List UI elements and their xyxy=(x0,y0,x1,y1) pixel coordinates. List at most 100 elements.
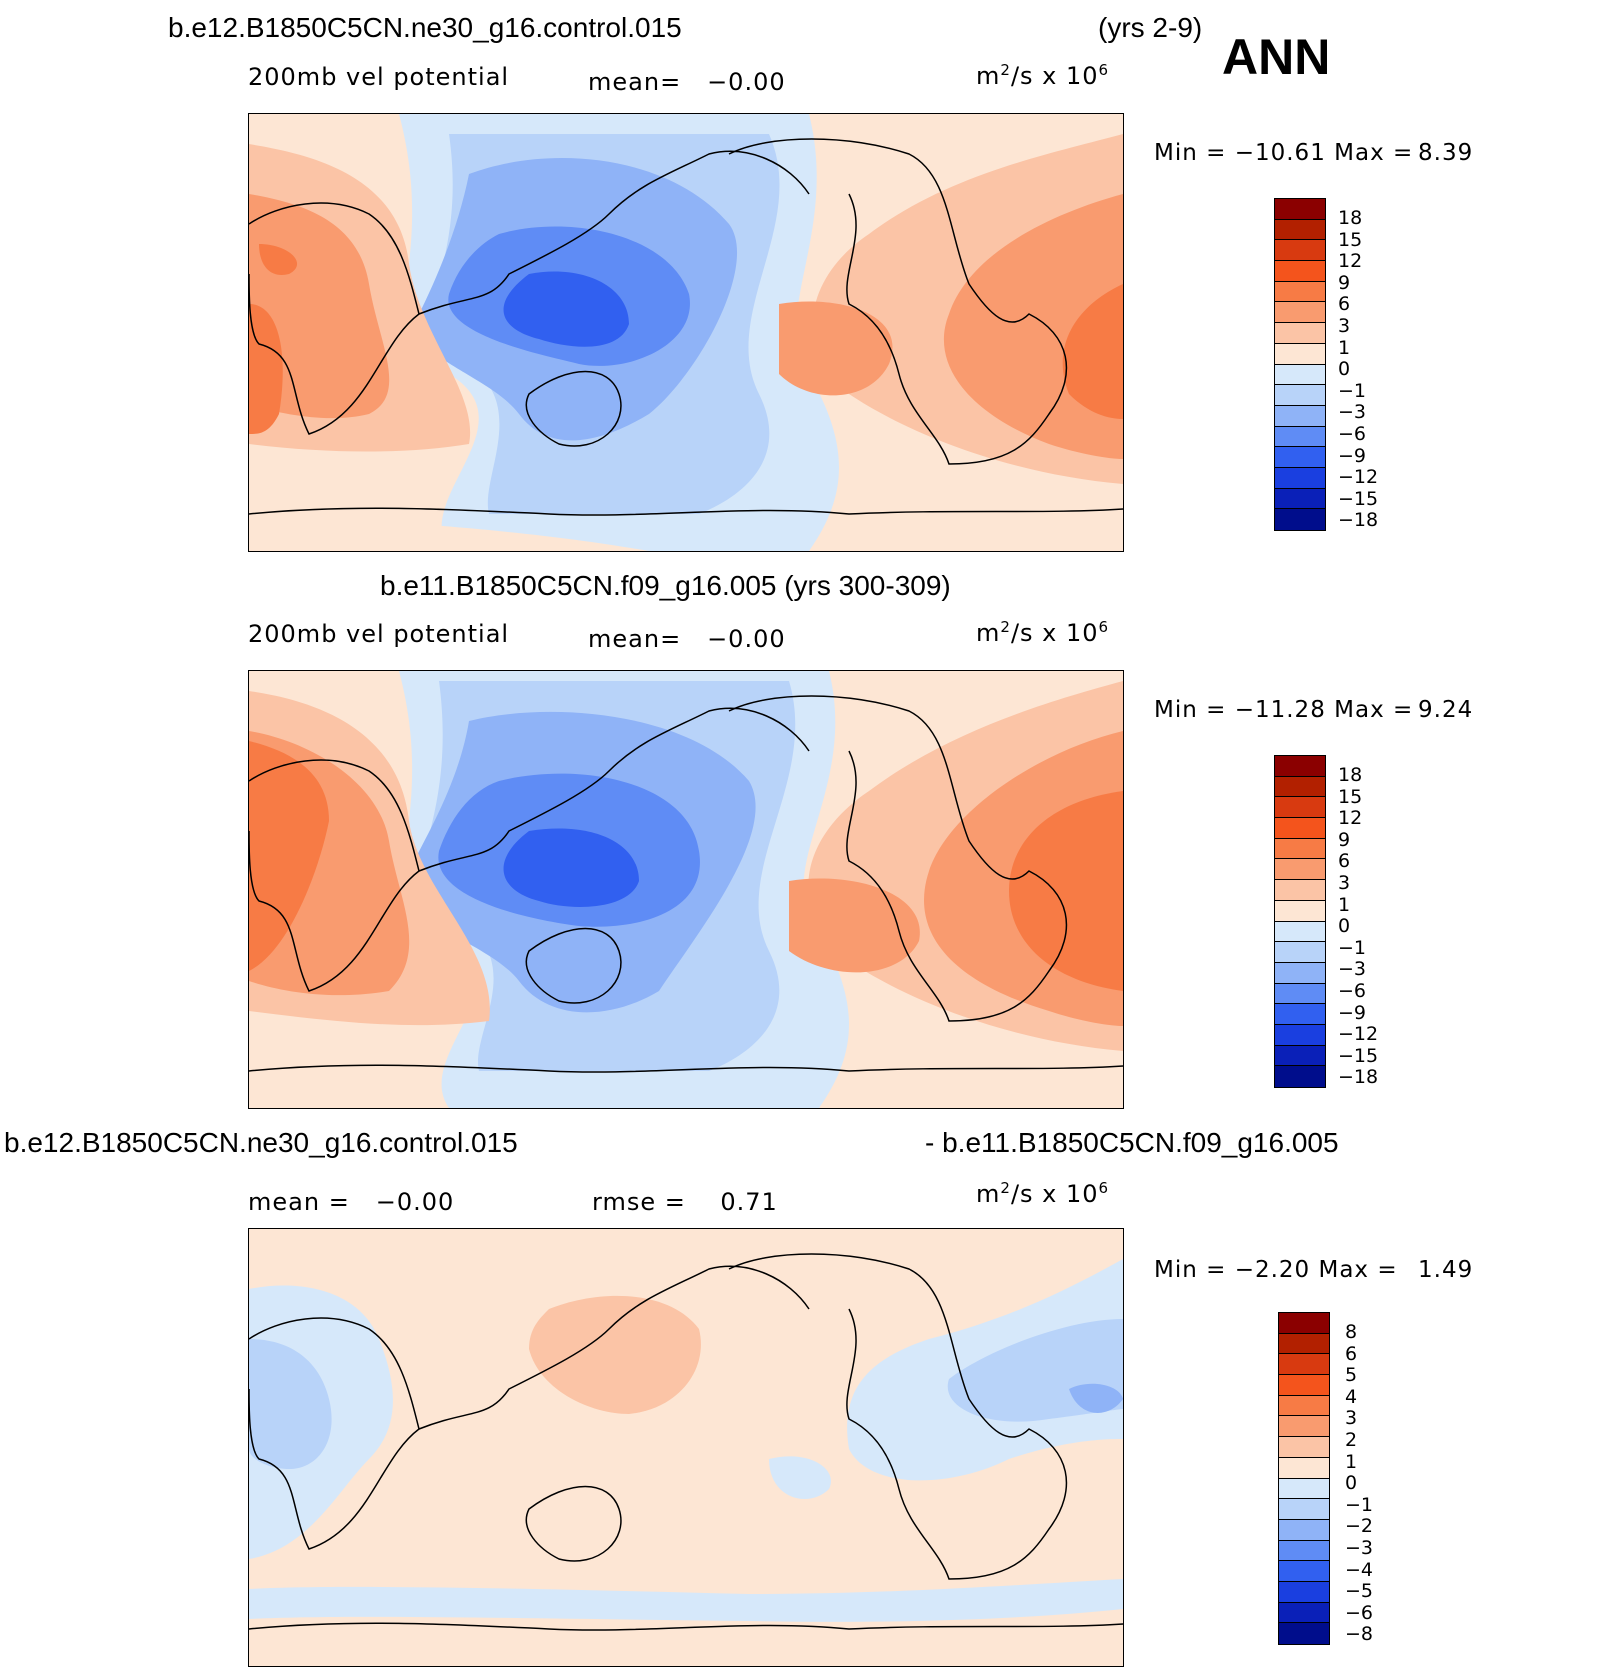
colorbar-box xyxy=(1275,859,1325,881)
panel1-mean-label: mean= xyxy=(588,68,682,96)
colorbar-label: −9 xyxy=(1338,1001,1367,1024)
colorbar-label: 8 xyxy=(1345,1321,1358,1343)
panel2-case-title: b.e11.B1850C5CN.f09_g16.005 (yrs 300-309… xyxy=(380,570,951,601)
units-base: m xyxy=(976,62,1001,90)
units-pow: 6 xyxy=(1098,618,1110,636)
units-exp: 2 xyxy=(1000,61,1011,79)
panel2-minmax: Min = −11.28 Max = xyxy=(1154,697,1413,723)
panel2-colorbar xyxy=(1274,755,1326,1088)
colorbar-label: 2 xyxy=(1345,1428,1358,1451)
colorbar-label: 18 xyxy=(1338,764,1363,786)
panel3-mean-value: −0.00 xyxy=(375,1188,455,1216)
colorbar-box xyxy=(1279,1375,1329,1396)
colorbar-box xyxy=(1279,1457,1329,1479)
colorbar-label: −4 xyxy=(1345,1558,1374,1581)
colorbar-label: 15 xyxy=(1338,228,1363,251)
panel1-colorbar xyxy=(1274,198,1326,531)
colorbar-label: −1 xyxy=(1338,936,1367,959)
colorbar-label: −9 xyxy=(1338,444,1367,467)
colorbar-box xyxy=(1279,1416,1329,1438)
colorbar-box xyxy=(1275,900,1325,922)
panel1-units: m2/s x 106 xyxy=(976,62,1109,90)
units-exp: 2 xyxy=(1000,1179,1011,1197)
colorbar-label: 4 xyxy=(1345,1385,1358,1408)
panel3-map xyxy=(248,1228,1124,1667)
panel3-rmse-value: 0.71 xyxy=(720,1188,778,1216)
colorbar-label: 3 xyxy=(1345,1407,1358,1430)
colorbar-box xyxy=(1279,1478,1329,1500)
colorbar-label: 6 xyxy=(1338,850,1351,873)
panel3-min-label: Min = −2.20 Max = xyxy=(1154,1257,1398,1283)
panel1-mean-value: −0.00 xyxy=(707,68,786,96)
colorbar-box xyxy=(1279,1395,1329,1417)
units-base: m xyxy=(976,1180,1001,1208)
colorbar-box xyxy=(1275,1045,1325,1067)
colorbar-box xyxy=(1275,240,1325,262)
colorbar-box xyxy=(1279,1581,1329,1603)
colorbar-label: 3 xyxy=(1338,871,1351,894)
colorbar-label: −15 xyxy=(1338,1044,1379,1067)
colorbar-box xyxy=(1279,1519,1329,1541)
season-label: ANN xyxy=(1222,29,1331,85)
colorbar-box xyxy=(1275,880,1325,901)
colorbar-box xyxy=(1275,467,1325,489)
colorbar-label: −2 xyxy=(1345,1515,1374,1538)
panel3-mean-label: mean = xyxy=(248,1188,350,1216)
colorbar-label: −1 xyxy=(1345,1493,1374,1516)
panel3-colorbar-labels: 8 6 5 4 3 2 1 0 −1 −2 −3 −4 −5 −6 −8 xyxy=(1345,1321,1374,1646)
colorbar-label: 6 xyxy=(1338,293,1351,316)
panel3-mean: mean = −0.00 xyxy=(248,1188,454,1216)
panel2-colorbar-labels: 18 15 12 9 6 3 1 0 −1 −3 −6 −9 −12 −15 −… xyxy=(1338,764,1379,1089)
colorbar-box xyxy=(1275,921,1325,943)
colorbar-label: −1 xyxy=(1338,379,1367,402)
colorbar-box xyxy=(1275,776,1325,798)
colorbar-box xyxy=(1279,1354,1329,1376)
colorbar-box xyxy=(1275,405,1325,427)
colorbar-label: −12 xyxy=(1338,1023,1379,1046)
colorbar-label: 6 xyxy=(1345,1342,1358,1365)
colorbar-box xyxy=(1275,797,1325,819)
colorbar-label: 0 xyxy=(1345,1472,1358,1495)
colorbar-box xyxy=(1279,1561,1329,1582)
colorbar-box xyxy=(1275,199,1325,220)
colorbar-box xyxy=(1275,261,1325,282)
colorbar-label: −8 xyxy=(1345,1623,1374,1646)
colorbar-box xyxy=(1275,838,1325,860)
panel1-case-title: b.e12.B1850C5CN.ne30_g16.control.015 xyxy=(168,12,682,43)
colorbar-label: 1 xyxy=(1345,1450,1358,1473)
colorbar-label: 12 xyxy=(1338,250,1363,273)
colorbar-label: −18 xyxy=(1338,509,1379,532)
colorbar-box xyxy=(1279,1313,1329,1334)
colorbar-box xyxy=(1275,983,1325,1005)
colorbar-box xyxy=(1275,1024,1325,1046)
colorbar-box xyxy=(1275,219,1325,241)
colorbar-box xyxy=(1279,1623,1329,1644)
colorbar-box xyxy=(1279,1540,1329,1562)
colorbar-box xyxy=(1275,323,1325,344)
panel2-mean: mean= −0.00 xyxy=(588,625,786,653)
colorbar-box xyxy=(1275,364,1325,386)
panel1-variable: 200mb vel potential xyxy=(248,63,510,91)
colorbar-box xyxy=(1275,488,1325,510)
panel1-years: (yrs 2-9) xyxy=(1098,12,1203,43)
colorbar-label: −3 xyxy=(1338,401,1367,424)
colorbar-label: −6 xyxy=(1338,422,1367,445)
colorbar-label: 5 xyxy=(1345,1364,1358,1387)
colorbar-label: −6 xyxy=(1345,1601,1374,1624)
panel2-mean-value: −0.00 xyxy=(707,625,786,653)
panel1-map xyxy=(248,113,1124,552)
colorbar-box xyxy=(1275,942,1325,963)
panel1-minmax: Min = −10.61 Max = xyxy=(1154,140,1413,166)
colorbar-box xyxy=(1275,962,1325,984)
colorbar-label: 9 xyxy=(1338,271,1351,294)
panel1-colorbar-labels: 18 15 12 9 6 3 1 0 −1 −3 −6 −9 −12 −15 −… xyxy=(1338,207,1379,532)
colorbar-label: 1 xyxy=(1338,336,1351,359)
panel3-rmse-label: rmse = xyxy=(592,1188,686,1216)
colorbar-label: 9 xyxy=(1338,828,1351,851)
colorbar-box xyxy=(1275,1066,1325,1087)
colorbar-label: 3 xyxy=(1338,314,1351,337)
panel2-variable: 200mb vel potential xyxy=(248,620,510,648)
colorbar-box xyxy=(1275,447,1325,468)
panel3-case-right: - b.e11.B1850C5CN.f09_g16.005 xyxy=(925,1127,1339,1158)
colorbar-box xyxy=(1275,281,1325,303)
